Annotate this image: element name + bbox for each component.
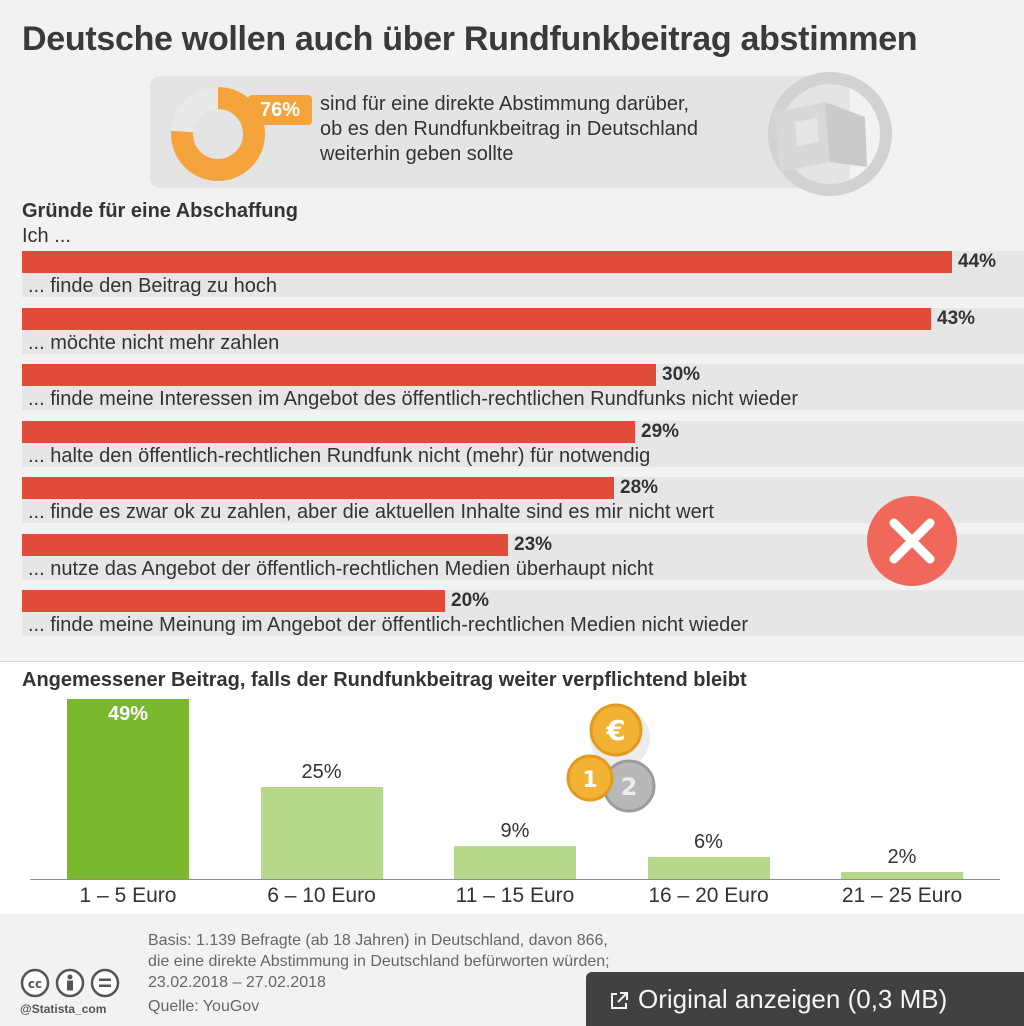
contribution-category: 11 – 15 Euro [455, 884, 575, 907]
contribution-bar [67, 699, 189, 879]
reason-label: ... finde meine Meinung im Angebot der ö… [28, 614, 749, 636]
contribution-value: 49% [107, 703, 149, 725]
reason-label: ... nutze das Angebot der öffentlich-rec… [28, 557, 654, 580]
donut-chart [171, 87, 265, 181]
svg-text:cc: cc [28, 977, 42, 991]
basis-note: Basis: 1.139 Befragte (ab 18 Jahren) in … [148, 930, 708, 993]
reason-label: ... finde den Beitrag zu hoch [28, 275, 278, 297]
contribution-category: 6 – 10 Euro [267, 884, 376, 907]
reason-row: 30% ... finde meine Interessen im Angebot… [22, 364, 1024, 410]
reason-row: 43% ... möchte nicht mehr zahlen [22, 307, 1024, 354]
highlight-line: weiterhin geben sollte [320, 143, 514, 165]
page-title: Deutsche wollen auch über Rundfunkbeitra… [22, 20, 918, 58]
reason-bar [22, 307, 931, 330]
reason-value: 28% [620, 477, 659, 498]
reasons-subheading: Ich ... [22, 225, 71, 247]
highlight-line: ob es den Rundfunkbeitrag in Deutschland [320, 118, 699, 140]
reason-row: 44% ... finde den Beitrag zu hoch [22, 251, 1024, 297]
svg-text:1: 1 [582, 768, 597, 793]
contribution-value: 25% [301, 761, 342, 783]
reason-value: 43% [937, 307, 976, 329]
reason-bar [22, 364, 656, 386]
contribution-value: 2% [887, 846, 917, 868]
contribution-category: 16 – 20 Euro [648, 884, 769, 907]
contribution-bar [454, 846, 576, 879]
contribution-bar [260, 787, 383, 879]
reason-label: ... finde meine Interessen im Angebot de… [28, 388, 799, 410]
highlight-line: sind für eine direkte Abstimmung darüber… [320, 93, 690, 115]
view-original-label: Original anzeigen (0,3 MB) [638, 984, 948, 1014]
coins-icon: € 2 1 [566, 703, 656, 813]
reason-label: ... finde es zwar ok zu zahlen, aber die… [28, 501, 714, 523]
reason-bar [22, 533, 508, 556]
reason-label: ... halte den öffentlich-rechtlichen Run… [28, 444, 651, 467]
reason-row: 28% ... finde es zwar ok zu zahlen, aber … [22, 477, 1024, 523]
no-derivatives-icon [90, 968, 120, 998]
contribution-category: 1 – 5 Euro [79, 884, 177, 907]
reason-bar [22, 251, 952, 273]
contribution-value: 9% [500, 820, 530, 842]
highlight-text: sind für eine direkte Abstimmung darüber… [320, 92, 770, 167]
attribution-icon [55, 968, 85, 998]
highlight-panel [150, 76, 850, 188]
svg-text:2: 2 [621, 773, 638, 801]
reason-value: 30% [662, 364, 701, 385]
creative-commons-icons: cc [20, 968, 120, 998]
svg-text:€: € [605, 714, 625, 747]
external-link-icon [611, 992, 628, 1010]
ballot-box-icon [768, 72, 892, 196]
contribution-bar [841, 872, 963, 879]
source-note: Quelle: YouGov [148, 998, 260, 1015]
reason-row: 20% ... finde meine Meinung im Angebot de… [22, 590, 1024, 636]
reasons-heading: Gründe für eine Abschaffung [22, 200, 298, 222]
contribution-value: 6% [694, 831, 723, 853]
statista-handle: @Statista_com [20, 1002, 107, 1016]
reason-label: ... möchte nicht mehr zahlen [28, 331, 280, 354]
reason-bar [22, 477, 614, 499]
cross-icon [867, 496, 957, 586]
reason-value: 44% [958, 251, 997, 272]
highlight-percent: 76% [248, 95, 312, 125]
donut-arc [171, 87, 265, 181]
contribution-bar [647, 857, 770, 879]
reason-value: 29% [641, 420, 680, 442]
reason-bar [22, 420, 635, 443]
cc-icon: cc [20, 968, 50, 998]
basis-line: Basis: 1.139 Befragte (ab 18 Jahren) in … [148, 932, 608, 949]
view-original-button[interactable]: Original anzeigen (0,3 MB) [586, 972, 1024, 1026]
contribution-heading: Angemessener Beitrag, falls der Rundfunk… [22, 669, 747, 691]
basis-line: die eine direkte Abstimmung in Deutschla… [148, 953, 610, 970]
basis-line: 23.02.2018 – 27.02.2018 [148, 974, 326, 991]
contribution-category: 21 – 25 Euro [841, 884, 963, 907]
reason-row: 23%... nutze das Angebot der öffentlich-… [22, 533, 1024, 580]
reason-bar [22, 590, 445, 612]
reason-value: 20% [451, 590, 490, 611]
reason-row: 29%... halte den öffentlich-rechtlichen … [22, 420, 1024, 467]
reason-value: 23% [514, 533, 553, 555]
chart-baseline [30, 879, 1000, 880]
